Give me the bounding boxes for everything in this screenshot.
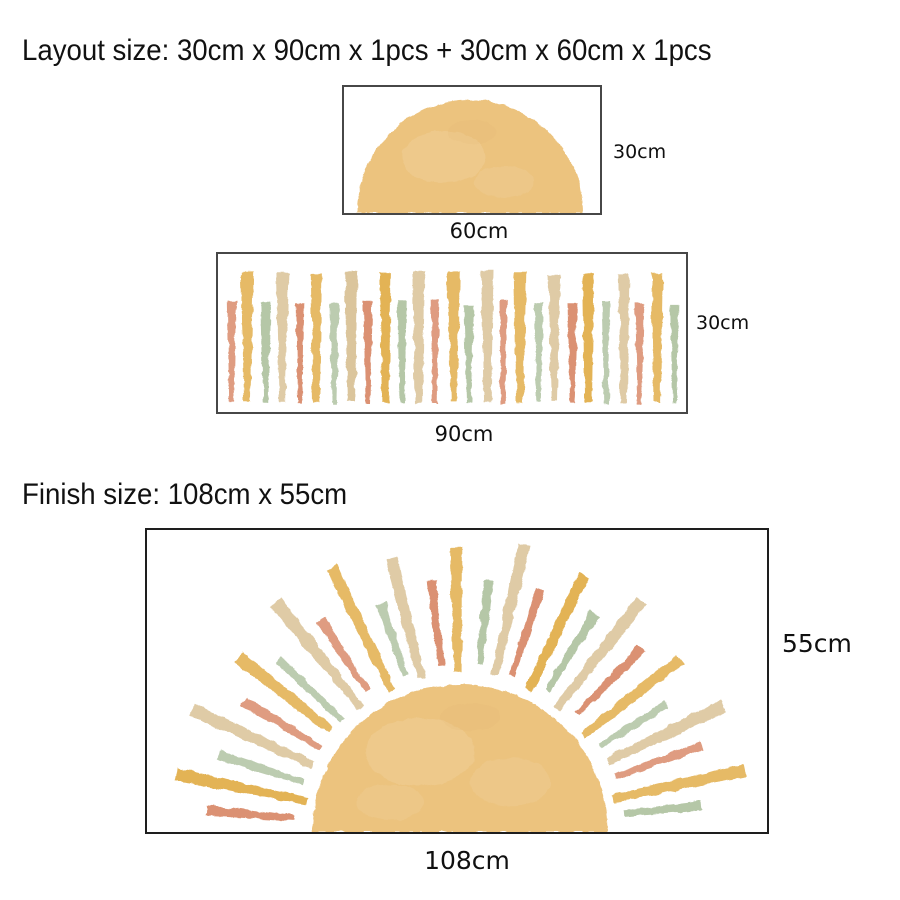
finished-sun-width-label: 108cm [424,846,510,875]
rays-strip-width-label: 90cm [434,422,494,446]
half-sun-width-label: 60cm [449,219,509,243]
finish-size-title: Finish size: 108cm x 55cm [22,478,348,511]
finished-sun-height-label: 55cm [782,629,852,658]
half-sun-panel [342,85,602,215]
rays-strip-height-label: 30cm [696,312,750,334]
half-sun-height-label: 30cm [613,141,667,163]
rays-strip-panel [216,252,688,414]
layout-size-title: Layout size: 30cm x 90cm x 1pcs + 30cm x… [22,34,712,67]
rays-strip-graphic [227,270,679,405]
finished-sun-panel [145,528,769,834]
finished-sun-graphic [174,543,746,832]
half-sun-graphic [357,100,583,213]
